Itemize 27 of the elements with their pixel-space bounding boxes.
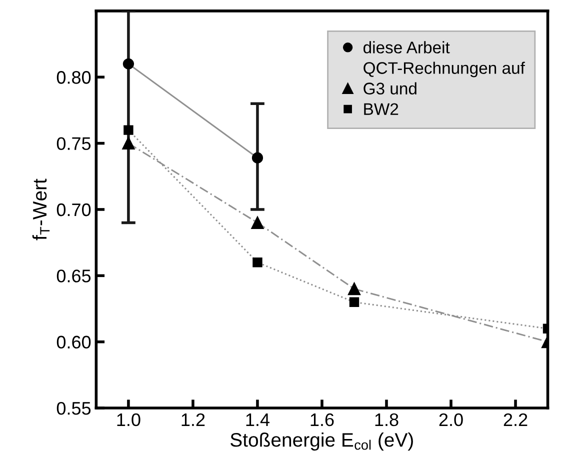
- legend-label: diese Arbeit: [364, 41, 450, 54]
- point: [252, 258, 262, 268]
- x-tick-label: 1.6: [310, 413, 334, 426]
- x-tick-label: 1.8: [375, 413, 398, 426]
- y-tick-label: 0.80: [56, 71, 91, 84]
- x-tick-label: 2.0: [439, 413, 463, 426]
- point: [348, 282, 360, 296]
- legend-label: G3 und: [364, 82, 416, 94]
- point: [251, 216, 264, 229]
- point: [124, 125, 134, 135]
- legend-label: BW2: [364, 103, 398, 115]
- y-tick-label: 0.65: [56, 270, 91, 282]
- x-tick-label: 2.2: [504, 413, 528, 426]
- x-axis-title: Stoßenergie E$_{col}$ (eV): [230, 432, 413, 451]
- y-tick-label: 0.60: [56, 336, 91, 349]
- x-tick-label: 1.2: [182, 413, 205, 426]
- annotation: QCT-Rechnungen auf: [364, 62, 525, 78]
- y-tick-label: 0.55: [56, 402, 91, 415]
- y-axis-title: f$_{T}$-Wert: [32, 178, 50, 240]
- point: [122, 58, 134, 70]
- x-tick-label: 1.4: [246, 414, 270, 426]
- y-tick-label: 0.75: [56, 137, 91, 150]
- point: [122, 137, 135, 150]
- point: [349, 297, 360, 307]
- y-tick-label: 0.70: [56, 203, 91, 216]
- point: [252, 152, 264, 164]
- x-tick-label: 1.0: [117, 413, 140, 426]
